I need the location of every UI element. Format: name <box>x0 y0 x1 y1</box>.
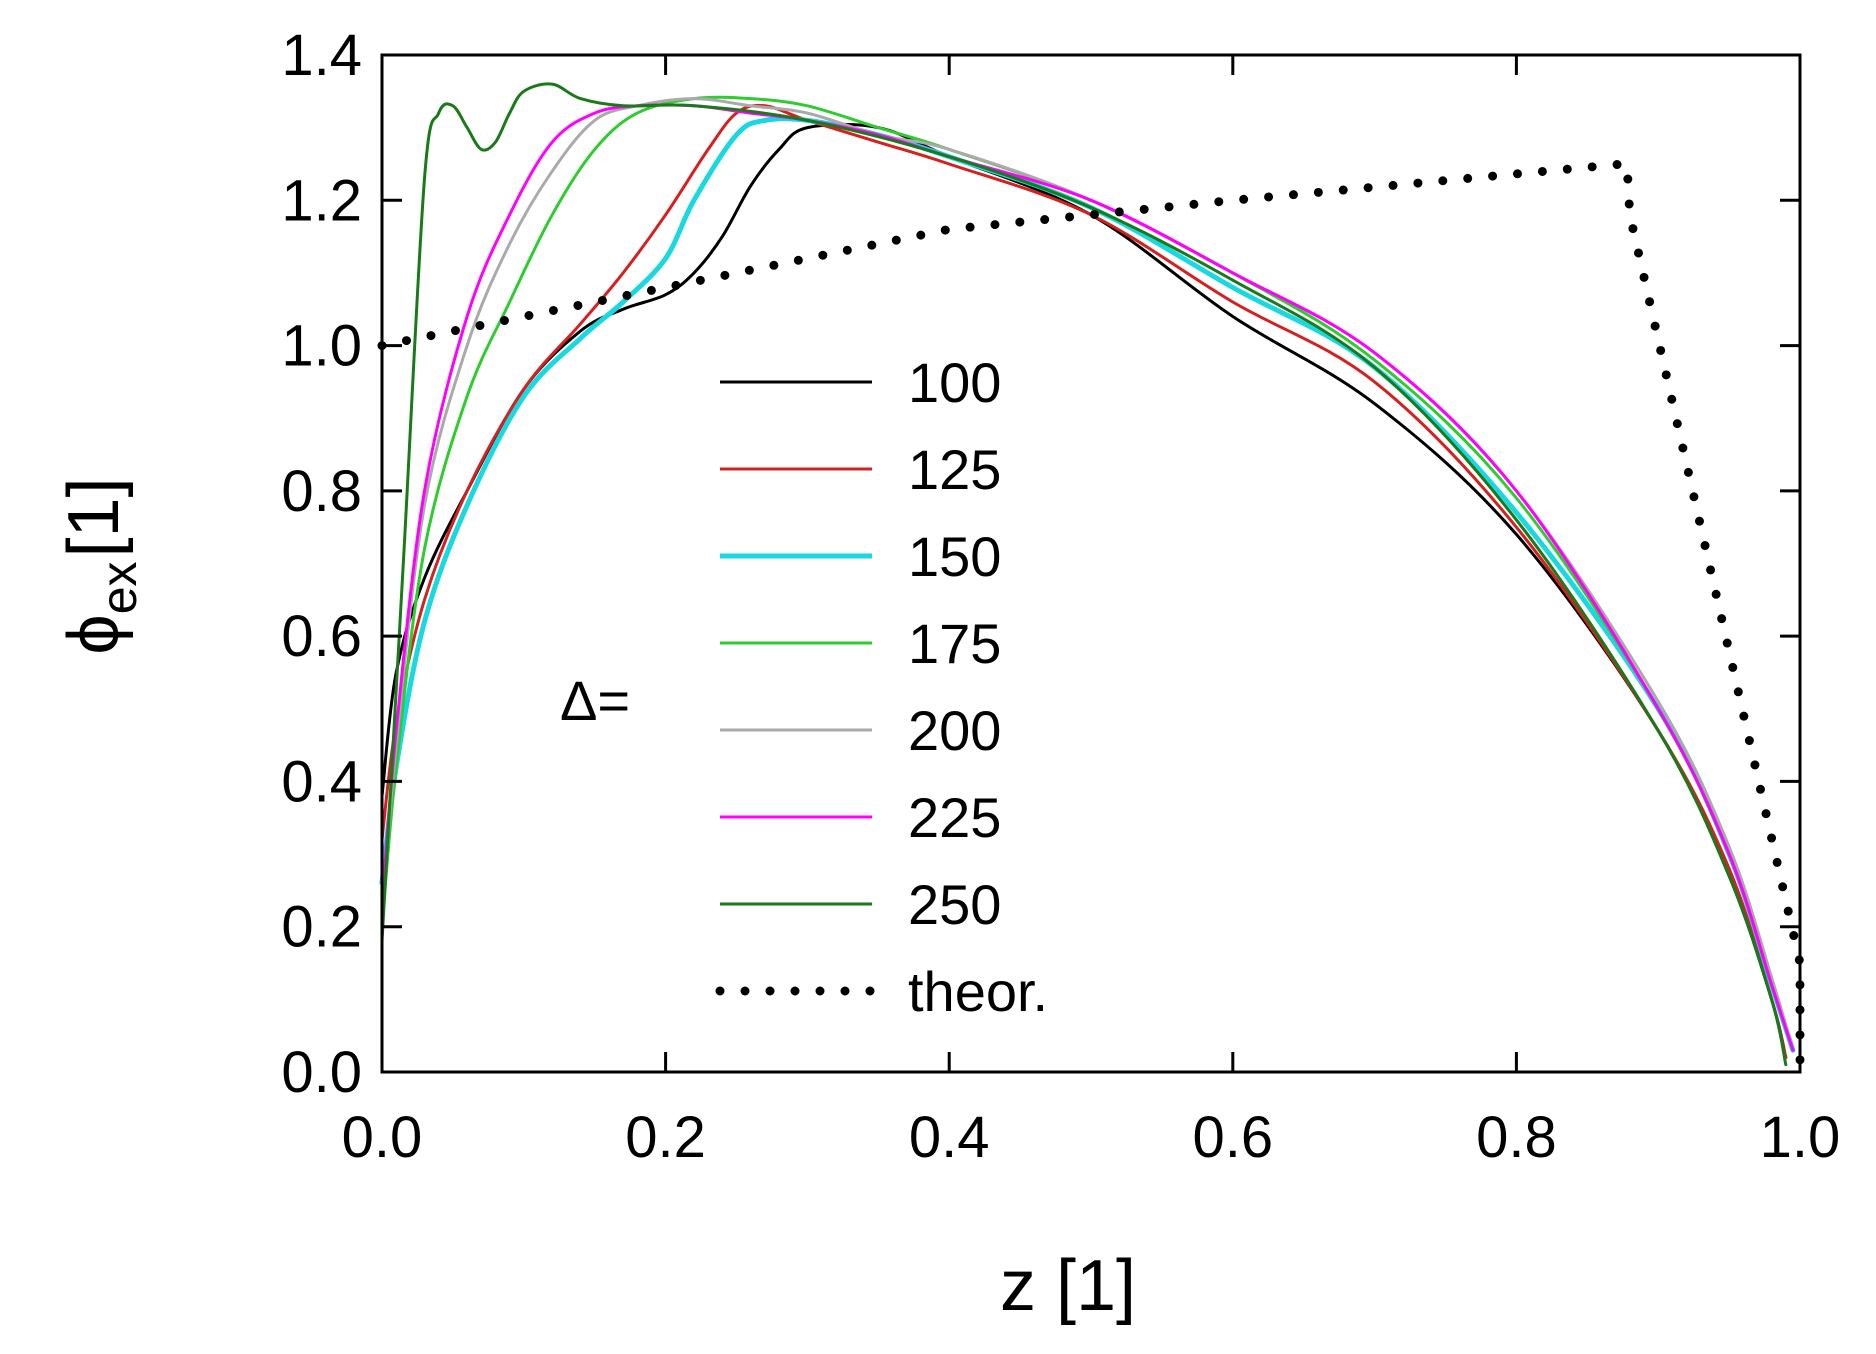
x-tick-label: 0.6 <box>1192 1105 1273 1170</box>
y-tick-label: 0.4 <box>281 749 362 814</box>
legend: Δ= 100 125 150 175 200 225 250 theor. <box>560 351 1048 1023</box>
legend-label: 150 <box>908 525 1001 588</box>
legend-entries: 100 125 150 175 200 225 250 theor. <box>715 351 1048 1023</box>
y-tick-label: 1.2 <box>281 168 362 233</box>
y-axis-title-symbol: ϕ <box>54 614 134 654</box>
x-tick-label: 0.8 <box>1476 1105 1557 1170</box>
legend-title: Δ= <box>560 669 630 732</box>
series-line-250 <box>380 82 1788 1067</box>
y-axis-title-sub: ex <box>91 561 147 614</box>
legend-label: theor. <box>908 960 1048 1023</box>
legend-label: 175 <box>908 612 1001 675</box>
series-line-200 <box>380 97 1795 1052</box>
y-tick-label: 0.8 <box>281 459 362 524</box>
y-axis-title: ϕex[1] <box>54 477 147 654</box>
x-axis-title: z [1] <box>1000 1246 1136 1326</box>
series-line-225 <box>380 103 1795 1052</box>
legend-label: 225 <box>908 786 1001 849</box>
series-line-theor <box>377 159 1805 1077</box>
legend-label: 100 <box>908 351 1001 414</box>
legend-label: 200 <box>908 699 1001 762</box>
y-tick-label: 0.2 <box>281 895 362 960</box>
ticks-layer: 0.0 0.2 0.4 0.6 0.8 1.0 0.0 0.2 0.4 0.6 0.8 1.0 1.2 1… <box>281 23 1840 1170</box>
x-tick-label: 0.4 <box>909 1105 990 1170</box>
y-axis-title-unit: [1] <box>54 477 134 557</box>
x-tick-label: 1.0 <box>1760 1105 1841 1170</box>
legend-label: 250 <box>908 873 1001 936</box>
y-tick-label: 0.0 <box>281 1040 362 1105</box>
plot-frame <box>380 53 1802 1074</box>
x-tick-label: 0.2 <box>625 1105 706 1170</box>
y-tick-label: 1.0 <box>281 314 362 379</box>
series-line-175 <box>380 95 1795 1052</box>
legend-label: 125 <box>908 438 1001 501</box>
y-tick-label: 0.6 <box>281 604 362 669</box>
series-layer <box>377 82 1805 1077</box>
x-tick-label: 0.0 <box>342 1105 423 1170</box>
series-line-125 <box>380 103 1788 1059</box>
y-tick-label: 1.4 <box>281 23 362 88</box>
